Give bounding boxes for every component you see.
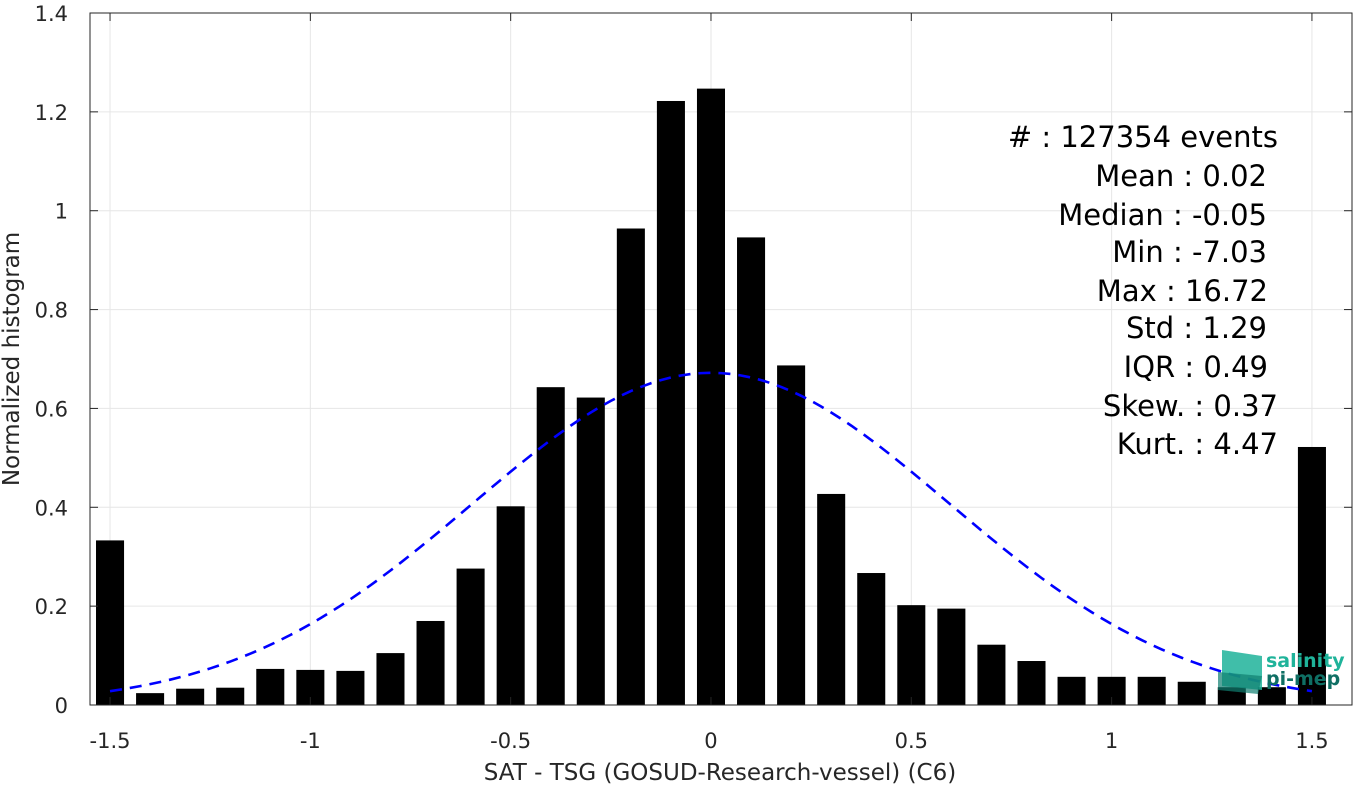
salinity-pimep-logo: salinity pi-mep — [1218, 650, 1345, 694]
x-tick-label: -1.5 — [90, 729, 131, 753]
stat-line: Max : 16.72 — [1097, 274, 1268, 308]
histogram-bar — [576, 397, 605, 705]
stat-value: 0.49 — [1194, 350, 1268, 384]
histogram-bar — [376, 653, 405, 705]
y-tick-label: 0.2 — [35, 595, 68, 619]
histogram-bar — [536, 387, 565, 705]
histogram-bar — [1137, 676, 1166, 705]
x-tick-label: 1 — [1105, 729, 1118, 753]
y-tick-label: 0.6 — [35, 397, 68, 421]
stat-label: Max : — [1097, 274, 1176, 308]
stat-label: Std : — [1126, 311, 1193, 345]
stat-label: IQR : — [1124, 350, 1195, 384]
stat-value: 0.02 — [1193, 159, 1267, 193]
histogram-bar — [1257, 687, 1286, 705]
histogram-bar — [616, 228, 645, 705]
histogram-bar — [857, 573, 886, 705]
stat-value: 4.47 — [1204, 427, 1278, 461]
stat-label: Skew. : — [1103, 389, 1204, 423]
stat-label: Mean : — [1095, 159, 1193, 193]
stat-label: Min : — [1112, 235, 1182, 269]
stat-value: 0.37 — [1204, 389, 1278, 423]
histogram-bar — [336, 670, 365, 705]
y-tick-label: 0.4 — [35, 496, 68, 520]
logo-text-line2: pi-mep — [1266, 668, 1340, 690]
histogram-bar — [1057, 676, 1086, 705]
stat-line: Kurt. : 4.47 — [1117, 427, 1278, 461]
y-tick-label: 1.4 — [35, 2, 68, 26]
stat-value: 16.72 — [1176, 274, 1268, 308]
stat-line: Skew. : 0.37 — [1103, 389, 1278, 423]
y-tick-label: 1 — [55, 200, 68, 224]
axis-ticks — [90, 12, 1352, 706]
histogram-bar — [416, 620, 445, 705]
y-tick-label: 0.8 — [35, 299, 68, 323]
histogram-bar — [176, 688, 205, 705]
x-tick-label: -1 — [300, 729, 321, 753]
x-tick-label: 0 — [704, 729, 717, 753]
histogram-bar — [897, 605, 926, 705]
histogram-bar — [256, 668, 285, 705]
histogram-bar — [496, 506, 525, 705]
stat-value: -0.05 — [1183, 198, 1267, 232]
histogram-bar — [737, 237, 766, 706]
histogram-bar — [136, 693, 165, 705]
statistics-box: # : 127354 events Mean : 0.02 Median : -0.… — [1008, 120, 1278, 461]
histogram-bar — [817, 493, 846, 705]
y-tick-label: 1.2 — [35, 101, 68, 125]
histogram-bar — [456, 568, 485, 705]
y-axis-label: Normalized histogram — [0, 232, 25, 486]
histogram-bar — [216, 687, 245, 705]
histogram-bar — [1177, 681, 1206, 705]
x-axis-label: SAT - TSG (GOSUD-Research-vessel) (C6) — [484, 760, 956, 785]
axes-frame — [89, 12, 1353, 706]
histogram-bar — [656, 100, 685, 706]
histogram-bar — [937, 608, 966, 705]
logo-text-line1: salinity — [1266, 650, 1345, 672]
stat-line: Mean : 0.02 — [1095, 159, 1267, 193]
stat-value: 127354 events — [1051, 120, 1278, 154]
stat-value: -7.03 — [1183, 235, 1267, 269]
histogram-bar — [977, 644, 1006, 705]
histogram-bars — [96, 88, 1326, 706]
x-tick-label: 1.5 — [1295, 729, 1328, 753]
y-tick-label: 0 — [55, 694, 68, 718]
stat-line: Std : 1.29 — [1126, 311, 1267, 345]
stat-line: Min : -7.03 — [1112, 235, 1267, 269]
stat-line: IQR : 0.49 — [1124, 350, 1268, 384]
histogram-bar — [696, 88, 726, 705]
y-tick-labels: 0 0.2 0.4 0.6 0.8 1 1.2 1.4 — [35, 2, 68, 718]
x-tick-label: 0.5 — [895, 729, 928, 753]
stat-value: 1.29 — [1193, 311, 1267, 345]
stat-label: # : — [1008, 120, 1051, 154]
stat-label: Kurt. : — [1117, 427, 1204, 461]
x-tick-labels: -1.5 -1 -0.5 0 0.5 1 1.5 — [90, 729, 1329, 753]
stat-label: Median : — [1058, 198, 1182, 232]
histogram-bar — [96, 540, 125, 705]
stat-line: # : 127354 events — [1008, 120, 1278, 154]
x-tick-label: -0.5 — [490, 729, 531, 753]
logo-icon-wave — [1218, 672, 1262, 694]
stat-line: Median : -0.05 — [1058, 198, 1267, 232]
histogram-bar — [1297, 446, 1326, 705]
histogram-bar — [777, 365, 806, 705]
histogram-bar — [1017, 661, 1046, 705]
